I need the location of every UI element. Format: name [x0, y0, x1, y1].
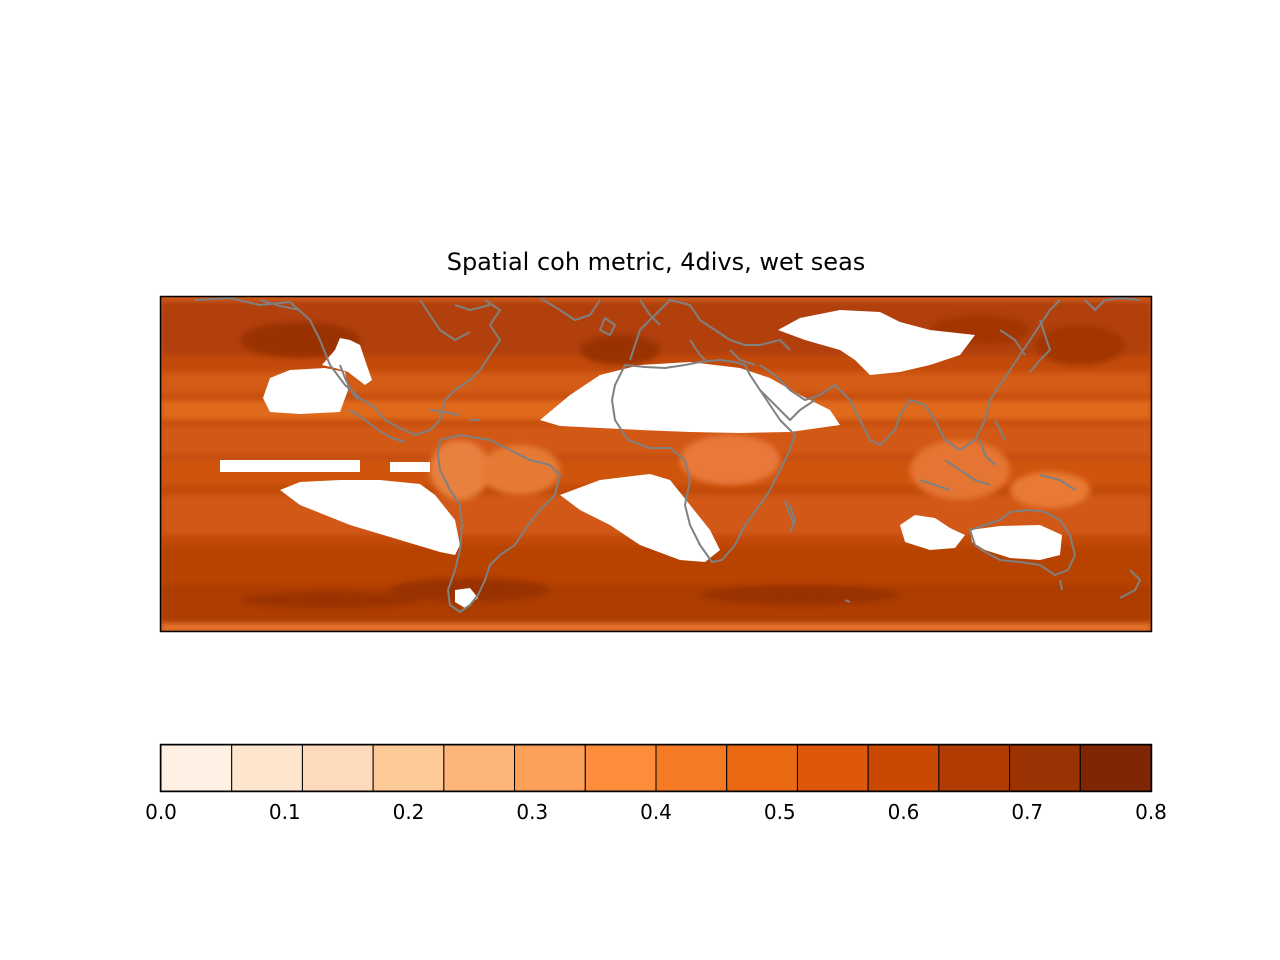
- colorbar-frame: [159, 743, 1153, 793]
- colorbar-cell: [372, 744, 445, 792]
- colorbar-cell: [796, 744, 869, 792]
- coast-new-zealand: [1119, 569, 1141, 599]
- colorbar-tick: 0.1: [268, 800, 301, 824]
- colorbar-tick: 0.8: [1135, 800, 1167, 824]
- colorbar-cell: [514, 744, 586, 792]
- colorbar-tick: 0.7: [1011, 800, 1044, 824]
- coast-north-america: [194, 297, 501, 436]
- colorbar-cell: [867, 744, 940, 792]
- colorbar-tick: 0.6: [887, 800, 920, 824]
- colorbar-cell: [443, 744, 516, 792]
- coastlines: [194, 297, 1141, 613]
- colorbar-tick: 0.2: [392, 800, 425, 824]
- chart-title: Spatial coh metric, 4divs, wet seas: [446, 248, 866, 276]
- coast-australia: [969, 509, 1076, 576]
- colorbar-tick: 0.4: [640, 800, 672, 824]
- colorbar-cells: [160, 744, 1152, 792]
- colorbar-tick: 0.3: [516, 800, 549, 824]
- map-frame: [159, 295, 1153, 633]
- coast-europe: [629, 299, 791, 361]
- colorbar-cell: [301, 744, 374, 792]
- colorbar-cell: [1079, 744, 1152, 792]
- coast-greenland: [539, 297, 601, 321]
- colorbar-tick: 0.5: [763, 800, 796, 824]
- colorbar-cell: [584, 744, 657, 792]
- colorbar-cell: [160, 744, 233, 792]
- colorbar-tick: 0.0: [145, 800, 177, 824]
- colorbar-cell: [938, 744, 1011, 792]
- coast-south-america: [437, 434, 561, 613]
- coast-africa: [611, 359, 796, 563]
- colorbar-cell: [655, 744, 728, 792]
- colorbar-cell: [726, 744, 798, 792]
- colorbar-cell: [1009, 744, 1081, 792]
- colorbar-cell: [231, 744, 303, 792]
- coast-asia: [759, 299, 1061, 451]
